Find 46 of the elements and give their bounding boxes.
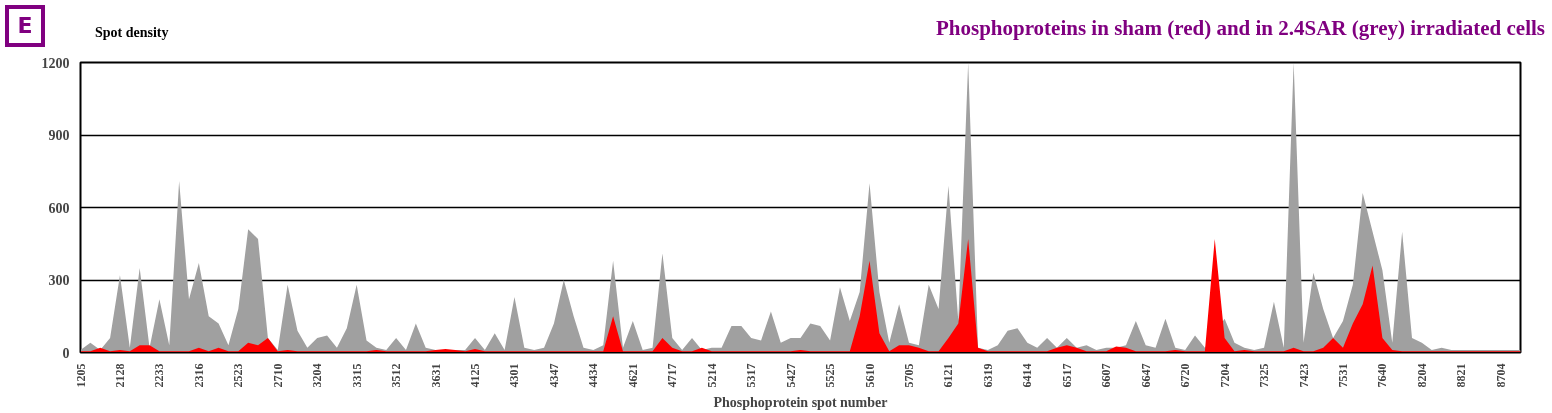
- x-tick-label: 5214: [704, 363, 719, 388]
- x-tick-label: 2128: [112, 363, 127, 388]
- x-tick-label: 3204: [310, 363, 325, 388]
- x-tick-label: 4434: [586, 363, 601, 388]
- x-tick-label: 5525: [823, 363, 838, 388]
- x-tick-label: 6647: [1138, 363, 1153, 388]
- x-tick-label: 2316: [191, 363, 206, 388]
- x-tick-label: 4125: [468, 363, 483, 388]
- y-tick-label: 1200: [41, 55, 70, 71]
- text: E: [17, 12, 33, 40]
- x-tick-label: 2233: [152, 363, 167, 388]
- x-axis-title: Phosphoprotein spot number: [713, 394, 888, 410]
- x-tick-label: 1205: [73, 363, 88, 388]
- x-tick-label: 3315: [349, 363, 364, 388]
- x-tick-label: 8704: [1493, 363, 1508, 388]
- x-tick-label: 5610: [862, 363, 877, 388]
- x-tick-label: 6121: [941, 363, 956, 388]
- x-tick-label: 7531: [1335, 363, 1350, 388]
- y-tick-label: 300: [48, 273, 70, 288]
- x-tick-label: 7423: [1296, 363, 1311, 388]
- x-tick-label: 6319: [980, 363, 995, 388]
- y-axis-title: Spot density: [95, 24, 169, 42]
- x-tick-label: 6517: [1059, 363, 1074, 388]
- x-tick-label: 7204: [1217, 363, 1232, 388]
- x-tick-label: 7325: [1257, 363, 1272, 388]
- x-tick-label: 5427: [783, 363, 798, 388]
- x-tick-label: 8204: [1414, 363, 1429, 388]
- x-tick-label: 4717: [665, 363, 680, 388]
- x-tick-label: 6720: [1178, 363, 1193, 388]
- x-tick-label: 2523: [231, 363, 246, 388]
- y-tick-label: 0: [62, 345, 70, 361]
- x-tick-label: 6414: [1020, 363, 1035, 388]
- x-tick-label: 4347: [546, 363, 561, 388]
- chart-title: Phosphoproteins in sham (red) and in 2.4SAR (grey) irradiated cells: [935, 15, 1545, 42]
- x-tick-label: 5705: [901, 363, 916, 388]
- x-tick-label: 4621: [625, 363, 640, 388]
- x-tick-label: 2710: [270, 363, 285, 388]
- x-tick-label: 3631: [428, 363, 443, 388]
- x-tick-label: 4301: [507, 363, 522, 388]
- y-tick-label: 900: [48, 128, 70, 143]
- x-tick-label: 7640: [1375, 363, 1390, 388]
- x-tick-label: 8821: [1454, 363, 1469, 388]
- x-tick-label: 6607: [1099, 363, 1114, 388]
- x-tick-label: 5317: [744, 363, 759, 388]
- y-tick-label: 600: [48, 200, 70, 216]
- x-tick-label: 3512: [389, 363, 404, 388]
